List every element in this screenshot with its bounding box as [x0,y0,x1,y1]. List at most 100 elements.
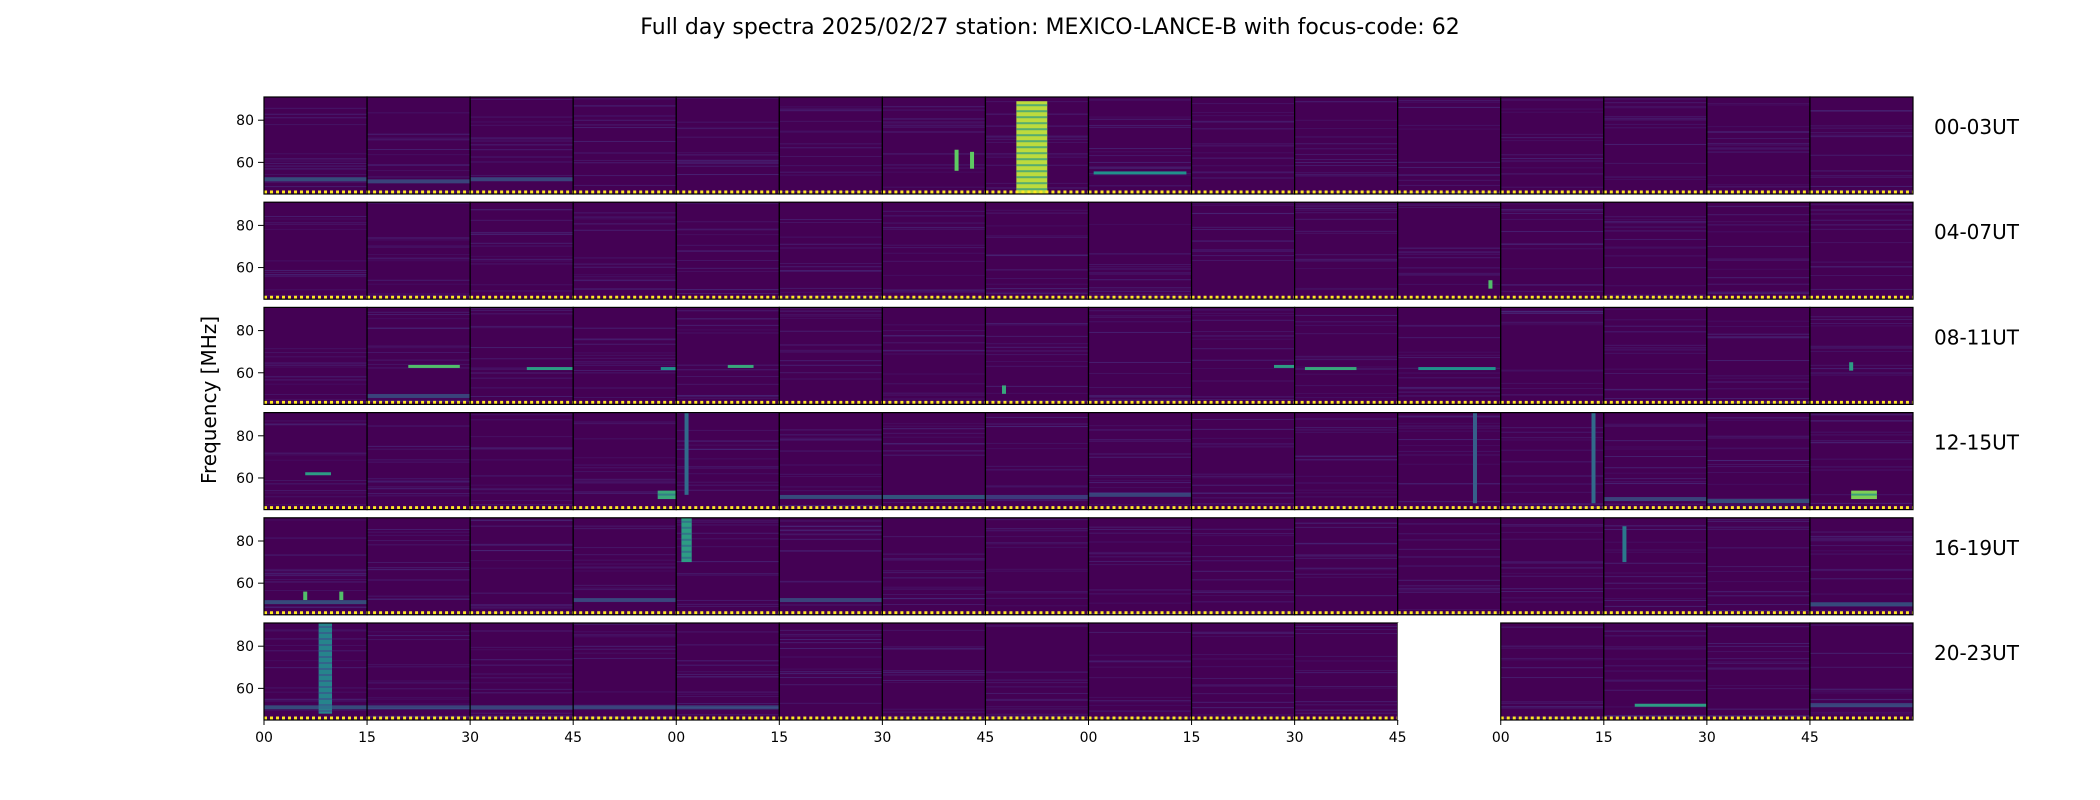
emission-line [408,364,460,368]
noise-line [779,580,883,582]
y-axis-label: Frequency [MHz] [197,316,221,484]
noise-line [367,359,471,361]
noise-line [1397,501,1501,503]
noise-line [882,593,986,595]
panel-background [367,412,471,510]
spectrogram-panel [263,517,368,616]
noise-line [1397,128,1501,130]
noise-line [1294,543,1398,545]
noise-line [1191,202,1295,204]
radio-burst [954,149,959,171]
noise-line [1809,692,1913,694]
noise-line [1294,191,1398,193]
noise-line [779,635,883,637]
noise-line [1706,547,1810,549]
noise-line [573,361,677,363]
noise-line [264,218,368,220]
emission-band [573,598,677,603]
noise-line [367,245,471,247]
noise-line [779,671,883,673]
noise-line [573,471,677,473]
spectrogram-panel [366,306,471,405]
noise-line [1603,102,1707,104]
noise-line [985,465,1089,467]
spectrogram-panel [1087,306,1193,405]
noise-line [676,413,780,415]
spectrogram-panel [1603,201,1708,300]
noise-line [1603,178,1707,180]
noise-line [779,581,883,583]
panel-background [1088,97,1192,194]
noise-line [1294,232,1398,234]
noise-line [573,587,677,589]
noise-line [470,712,574,714]
noise-line [1500,707,1604,709]
x-tick-label: 45 [564,730,582,746]
noise-line [573,421,677,423]
noise-line [264,454,368,456]
noise-line [779,534,883,536]
noise-line [779,295,883,297]
noise-line [779,360,883,362]
noise-line [1191,309,1295,311]
noise-line [1294,629,1398,631]
noise-line [367,445,471,447]
noise-line [1500,483,1604,485]
noise-line [1397,247,1501,249]
emission-line [526,367,574,371]
noise-line [985,293,1089,295]
noise-line [1397,523,1501,525]
noise-line [367,134,471,136]
noise-line [367,715,471,717]
noise-line [264,638,368,640]
noise-line [1706,595,1810,597]
noise-line [779,505,883,507]
noise-line [367,631,471,633]
noise-line [1500,475,1604,477]
radio-burst [970,151,975,169]
noise-line [985,671,1089,673]
noise-line [573,276,677,278]
noise-line [264,607,368,609]
noise-line [1706,460,1810,462]
noise-line [779,642,883,644]
noise-line [779,530,883,532]
noise-line [779,550,883,552]
noise-line [676,676,780,678]
noise-line [882,674,986,676]
noise-line [882,210,986,212]
noise-line [367,561,471,563]
noise-line [470,649,574,651]
x-tick-label: 30 [873,730,891,746]
noise-line [882,126,986,128]
noise-line [470,604,574,606]
spectrogram-panel [675,622,780,721]
noise-line [573,327,677,329]
noise-line [1809,346,1913,348]
noise-line [882,536,986,538]
noise-line [573,119,677,121]
panel-background [264,412,368,510]
block-texture [1016,176,1048,179]
noise-line [264,554,368,556]
noise-line [470,368,574,370]
noise-line [1191,590,1295,592]
radio-burst [1488,280,1493,289]
noise-line [1500,590,1604,592]
noise-line [1191,312,1295,314]
noise-line [779,437,883,439]
noise-line [1294,660,1398,662]
panel-background [1809,97,1913,194]
noise-line [882,342,986,344]
noise-line [264,352,368,354]
noise-line [1603,162,1707,164]
noise-line [882,228,986,230]
noise-line [1397,257,1501,259]
noise-line [367,137,471,139]
noise-line [1397,203,1501,205]
noise-line [573,584,677,586]
noise-line [985,605,1089,607]
panel-background [1088,307,1192,405]
x-tick-label: 15 [358,730,376,746]
